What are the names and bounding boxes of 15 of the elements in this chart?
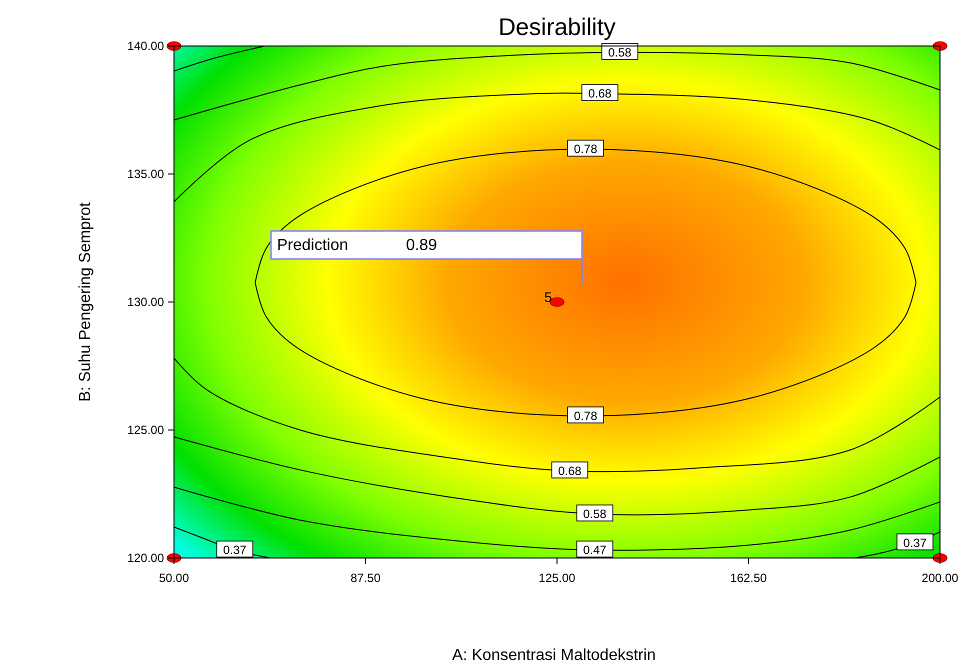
y-axis-title: B: Suhu Pengering Semprot — [77, 202, 94, 402]
y-tick-label: 135.00 — [127, 167, 164, 181]
x-tick-label: 162.50 — [730, 571, 768, 585]
x-tick-label: 125.00 — [538, 571, 576, 585]
y-tick-label: 140.00 — [127, 39, 164, 53]
annotation: Prediction 0.89 — [277, 237, 438, 254]
x-tick-label: 200.00 — [922, 571, 959, 585]
chart-title: Desirability — [498, 14, 616, 41]
x-axis-title: A: Konsentrasi Maltodekstrin — [452, 647, 656, 664]
x-tick-label: 87.50 — [350, 571, 381, 585]
x-tick-label: 50.00 — [158, 571, 190, 585]
y-tick-label: 125.00 — [127, 423, 164, 437]
y-tick-label: 130.00 — [127, 295, 164, 309]
y-tick-label: 120.00 — [127, 551, 164, 565]
annotation: 5 — [544, 289, 552, 305]
